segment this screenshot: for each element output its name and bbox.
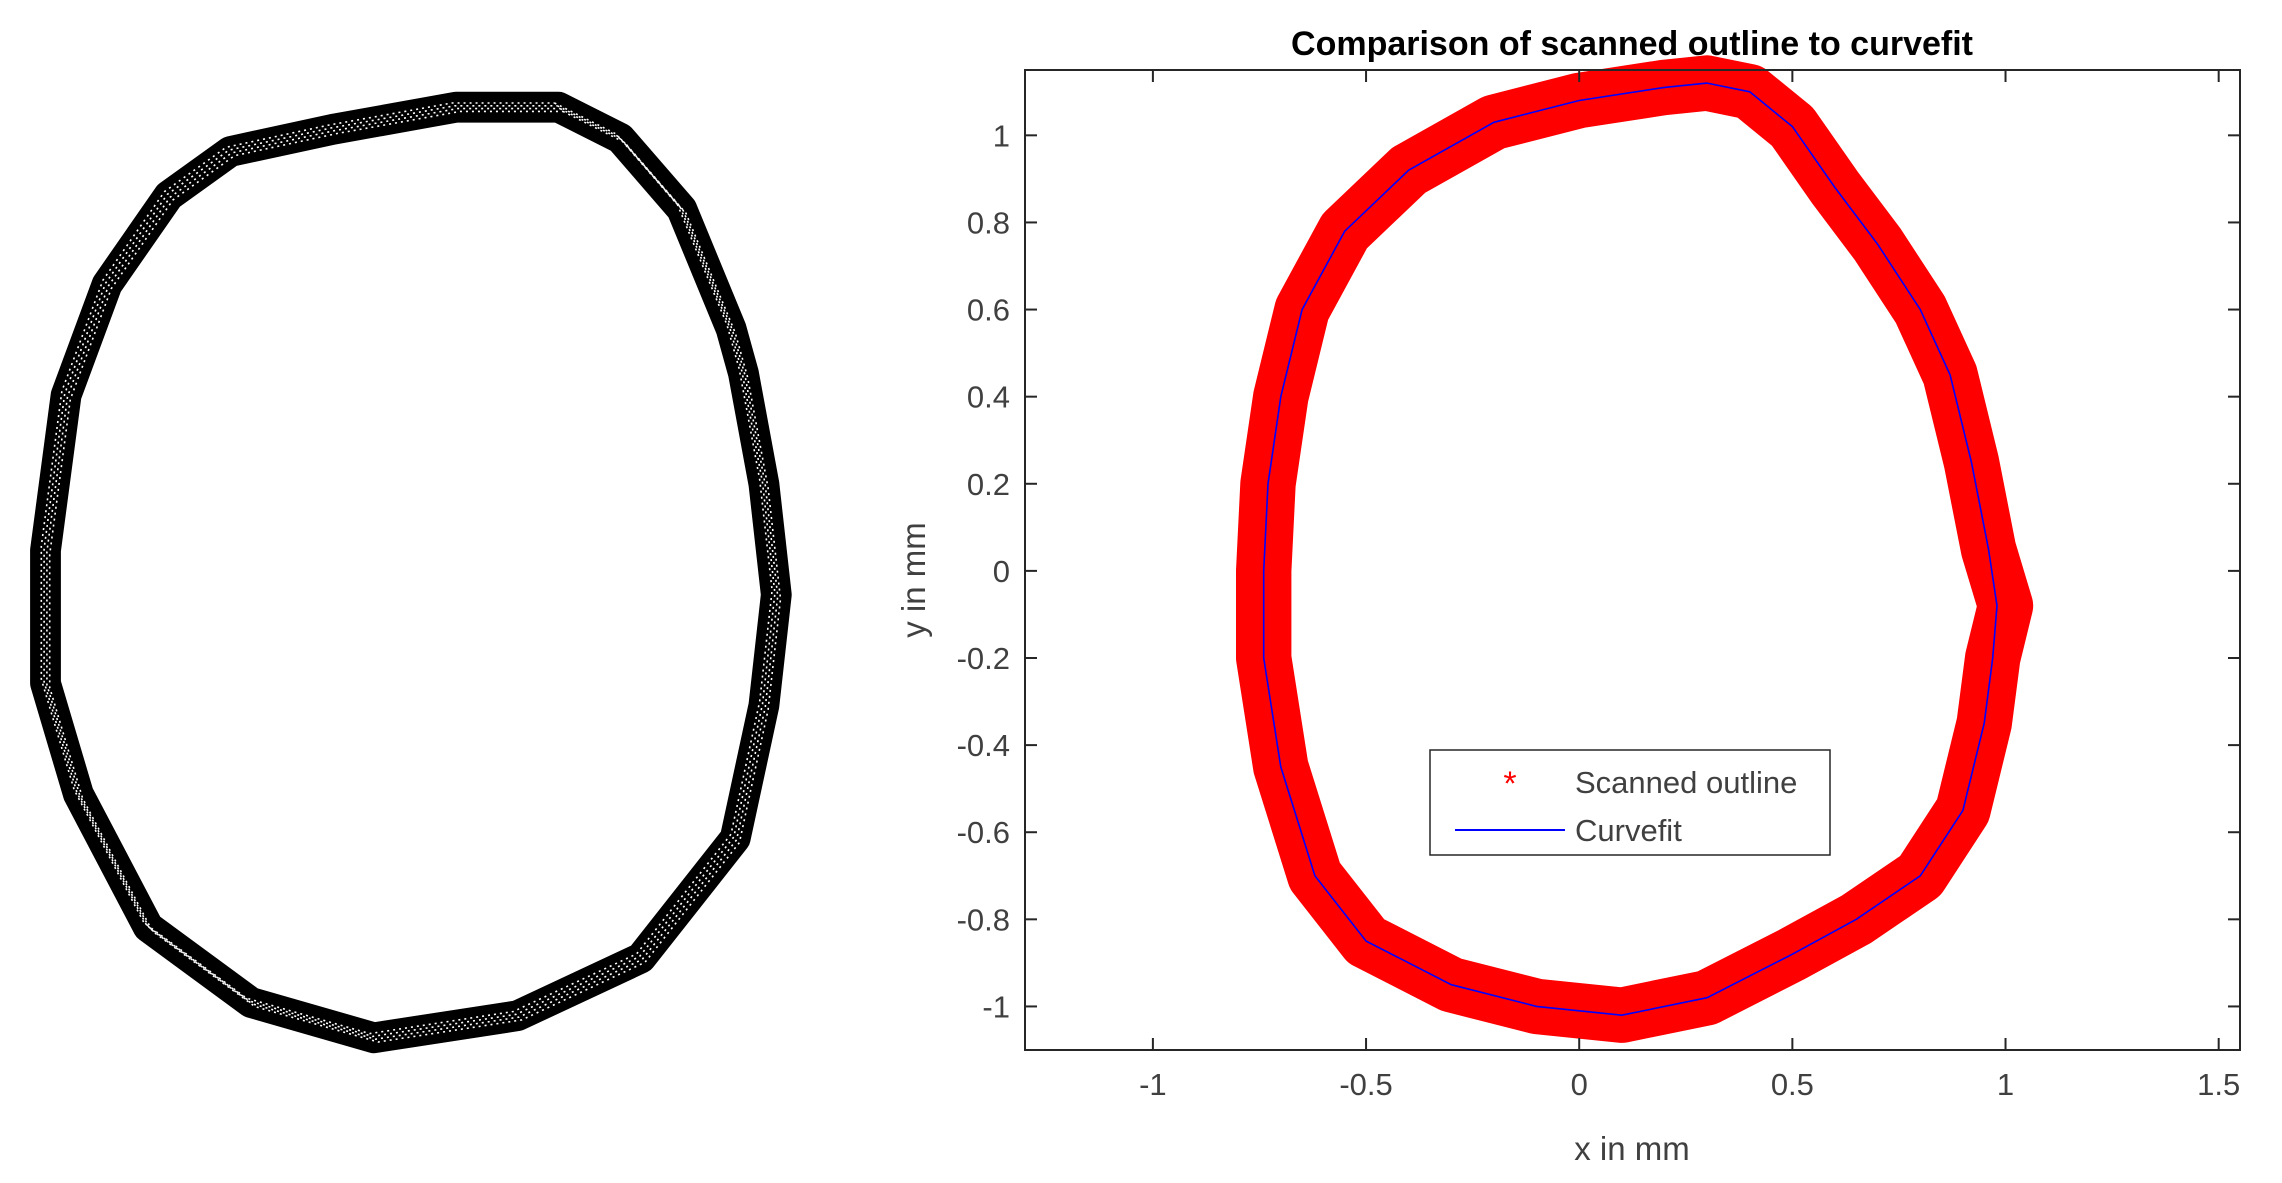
y-tick-label: -0.8 bbox=[957, 902, 1010, 937]
x-tick-label: -0.5 bbox=[1339, 1067, 1392, 1102]
y-tick-label: 0 bbox=[993, 554, 1010, 589]
scanned-outline-point: * bbox=[1699, 62, 1715, 106]
y-tick-label: -0.6 bbox=[957, 815, 1010, 850]
y-tick-label: 0.6 bbox=[967, 293, 1010, 328]
x-tick-label: 1.5 bbox=[2197, 1067, 2240, 1102]
axes-box bbox=[1024, 69, 2241, 1051]
x-tick-label: 0.5 bbox=[1771, 1067, 1814, 1102]
scan-outline-band bbox=[30, 91, 792, 1054]
scan-layer-dots-2 bbox=[43, 105, 776, 1038]
y-tick-label: 0.4 bbox=[967, 380, 1010, 415]
scanned-outline-point: * bbox=[1657, 66, 1673, 110]
scanned-outline-point: * bbox=[1614, 994, 1630, 1038]
x-tick-label: -1 bbox=[1139, 1067, 1167, 1102]
y-tick-label: 1 bbox=[993, 118, 1010, 153]
legend-label-curvefit: Curvefit bbox=[1575, 813, 1682, 848]
scan-layer-dots-1 bbox=[40, 102, 773, 1035]
scanned-outline-point: * bbox=[1571, 80, 1587, 124]
scanned-outline-point: * bbox=[1849, 898, 1865, 942]
scanned-outline-point: * bbox=[1785, 933, 1801, 977]
plot-area bbox=[1025, 70, 2240, 1050]
legend-box bbox=[1429, 749, 1831, 856]
scan-layer-dots-4 bbox=[48, 110, 782, 1043]
y-axis-label: y in mm bbox=[895, 522, 932, 638]
curvefit-line bbox=[1262, 82, 1998, 1017]
y-tick-label: 0.2 bbox=[967, 467, 1010, 502]
y-tick-label: -0.4 bbox=[957, 728, 1010, 763]
y-tick-label: -1 bbox=[982, 989, 1010, 1024]
x-tick-label: 1 bbox=[1997, 1067, 2014, 1102]
scan-layer-dots-3 bbox=[46, 107, 779, 1041]
series-layer: * ****************************** * * * bbox=[1236, 55, 2034, 1043]
scanned-outline-point: * bbox=[1529, 985, 1545, 1029]
curvefit-chart-panel: * ****************************** * * * -1 -0.… bbox=[895, 25, 2241, 1167]
legend-label-scanned-outline: Scanned outline bbox=[1575, 765, 1797, 800]
ticks-layer: -1 -0.5 0 0.5 1 1.5 -1 -0.8 -0.6 -0.4 -0.2 0 0.2 0.4 0… bbox=[957, 70, 2240, 1102]
scan-point-cloud-panel bbox=[30, 91, 792, 1054]
x-tick-label: 0 bbox=[1571, 1067, 1588, 1102]
scanned-outline-point: * bbox=[1358, 920, 1374, 964]
scanned-outline-point: * bbox=[1998, 585, 2014, 629]
y-tick-label: -0.2 bbox=[957, 641, 1010, 676]
scanned-outline-point: * bbox=[1913, 855, 1929, 899]
scanned-outline-point: * bbox=[1699, 977, 1715, 1021]
scanned-outline-point: * bbox=[1699, 62, 1715, 106]
scanned-outline-point: * bbox=[1444, 964, 1460, 1008]
x-axis-label: x in mm bbox=[1574, 1130, 1690, 1167]
legend: * Scanned outline Curvefit bbox=[1429, 749, 1831, 856]
chart-title: Comparison of scanned outline to curvefi… bbox=[1291, 25, 1973, 63]
legend-marker-scanned-outline: * bbox=[1503, 765, 1516, 803]
y-tick-label: 0.8 bbox=[967, 205, 1010, 240]
scanned-outline-point: * bbox=[1486, 101, 1502, 145]
